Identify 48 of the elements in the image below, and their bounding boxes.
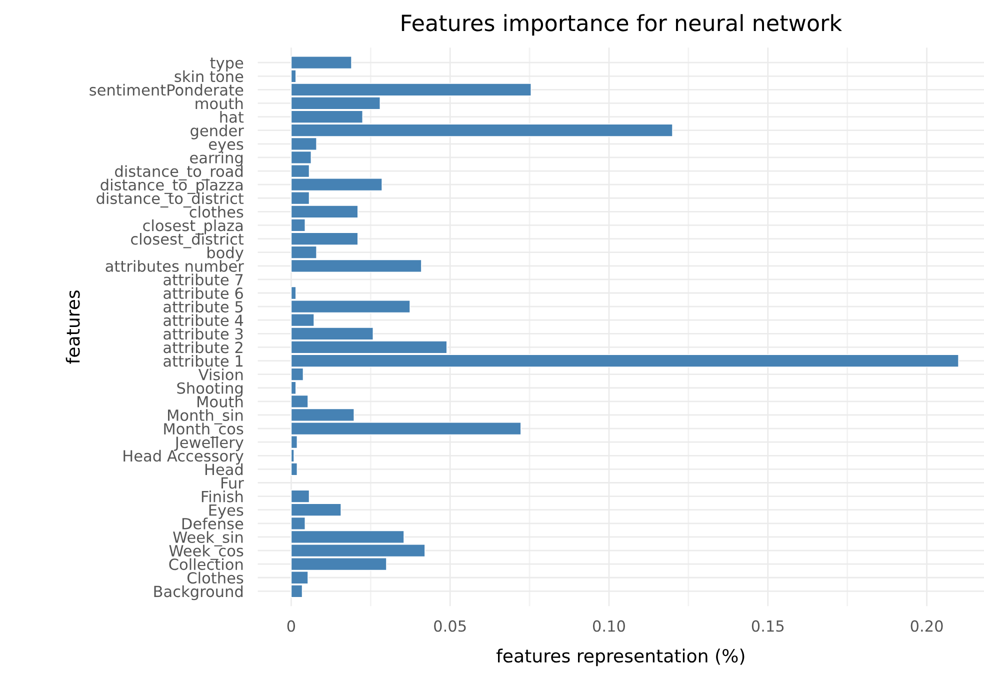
y-tick-label: Vision bbox=[198, 368, 243, 380]
y-tick-label: Finish bbox=[202, 490, 243, 502]
y-tick-label: Head Accessory bbox=[124, 450, 244, 465]
y-tick-label: Week_cos bbox=[169, 544, 244, 560]
y-tick-label: skin tone bbox=[174, 70, 244, 82]
y-tick-label: Jewellery bbox=[174, 436, 244, 452]
y-tick-label: Background bbox=[154, 585, 243, 600]
y-tick-label: Defense bbox=[182, 518, 244, 530]
y-tick-label: closest_plaza bbox=[143, 219, 243, 235]
x-tick-label: 0.20 bbox=[910, 620, 943, 632]
y-tick-label: eyes bbox=[208, 141, 244, 153]
x-axis-title: features representation (%) bbox=[496, 648, 744, 666]
y-axis-title: features bbox=[66, 290, 80, 364]
y-tick-label: Month_sin bbox=[168, 409, 243, 424]
y-tick-label: distance_to_plazza bbox=[100, 178, 243, 194]
y-tick-label: distance_to_district bbox=[96, 192, 244, 208]
x-tick-label: 0.10 bbox=[592, 620, 625, 632]
x-tick-label: 0 bbox=[287, 620, 296, 632]
y-tick-label: distance_to_road bbox=[115, 165, 243, 180]
y-tick-label: Week_sin bbox=[173, 531, 243, 546]
y-tick-label: attribute 1 bbox=[164, 354, 243, 367]
y-tick-label: Eyes bbox=[209, 504, 244, 519]
y-tick-label: body bbox=[208, 246, 244, 262]
y-tick-label: Collection bbox=[169, 558, 243, 570]
y-tick-label: Mouth bbox=[198, 396, 243, 408]
y-tick-label: mouth bbox=[196, 97, 243, 110]
y-tick-label: hat bbox=[220, 110, 244, 123]
y-tick-label: sentimentPonderate bbox=[90, 84, 244, 96]
chart-title: Features importance for neural network bbox=[402, 14, 842, 36]
y-tick-label: Shooting bbox=[177, 382, 243, 397]
y-tick-label: closest_district bbox=[131, 232, 244, 248]
y-tick-label: clothes bbox=[190, 206, 244, 218]
y-tick-label: type bbox=[210, 58, 244, 72]
y-tick-label: attribute 3 bbox=[164, 328, 243, 340]
x-tick-label: 0.15 bbox=[752, 620, 784, 632]
x-tick-label: 0.05 bbox=[434, 620, 466, 632]
y-tick-label: gender bbox=[190, 124, 244, 140]
y-tick-label: attributes number bbox=[106, 260, 244, 272]
y-tick-label: attribute 7 bbox=[164, 274, 243, 286]
y-tick-label: attribute 4 bbox=[164, 314, 244, 326]
y-tick-label: earring bbox=[190, 152, 243, 166]
y-tick-label: Fur bbox=[222, 477, 244, 489]
y-tick-label: attribute 5 bbox=[164, 300, 243, 313]
y-tick-label: Head bbox=[205, 463, 243, 476]
y-tick-label: attribute 6 bbox=[164, 287, 243, 300]
y-tick-label: Month_cos bbox=[164, 422, 244, 438]
y-tick-label: attribute 2 bbox=[164, 341, 242, 354]
y-tick-label: Clothes bbox=[187, 572, 244, 584]
